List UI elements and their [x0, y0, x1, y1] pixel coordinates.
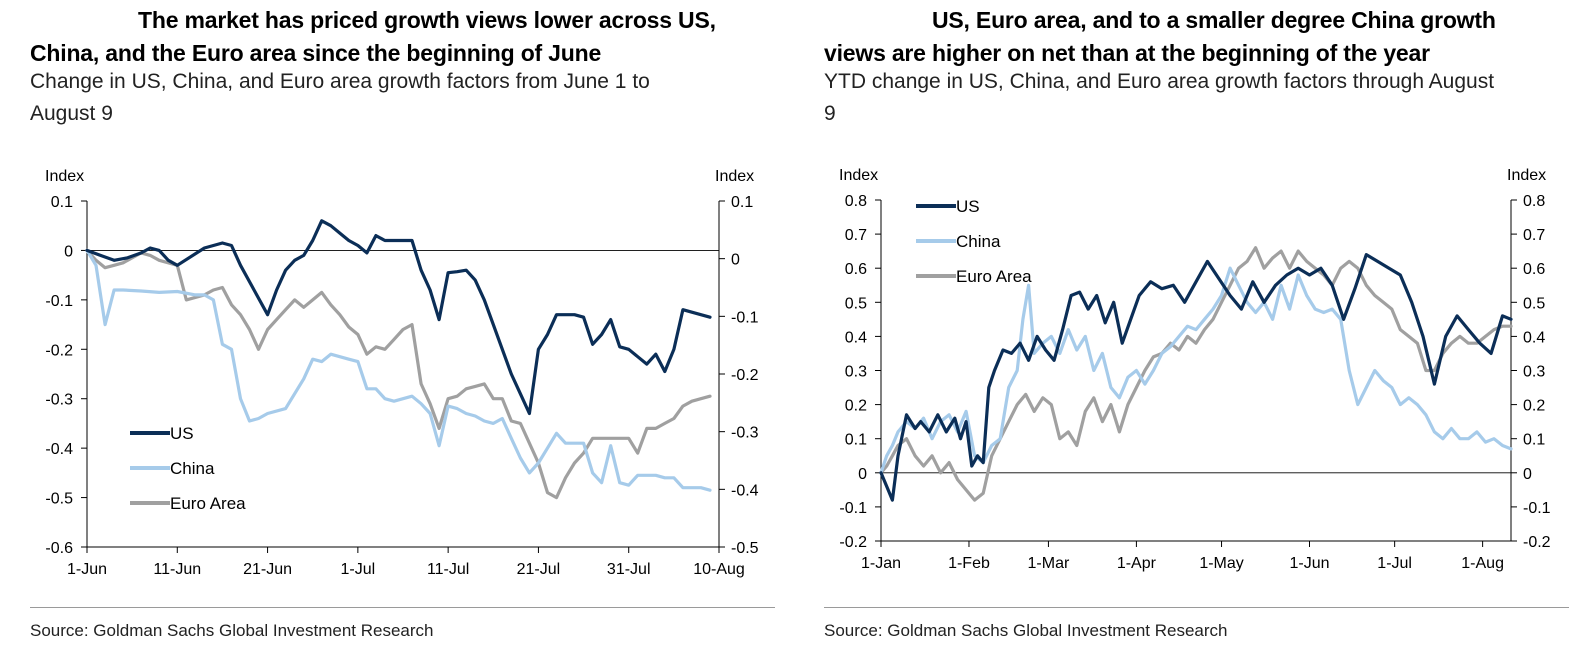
- right-divider: [824, 607, 1569, 608]
- legend-label-us: US: [170, 424, 194, 443]
- series-line-us: [85, 219, 712, 416]
- y-tick-label-right: 0.5: [1523, 295, 1545, 312]
- x-tick-label: 1-Mar: [1028, 555, 1070, 572]
- right-panel: US, Euro area, and to a smaller degree C…: [824, 0, 1584, 656]
- y-tick-label-left: -0.1: [45, 293, 73, 310]
- right-line-chart: Index Index 0.8 0.7 0.6 0.5 0.4 0.3 0.2 0.1 0 -0.1 -…: [839, 167, 1551, 572]
- y-axis-title-left: Index: [839, 167, 878, 184]
- y-tick-label-left: 0.3: [845, 364, 867, 381]
- x-tick-label: 1-Jun: [1289, 555, 1329, 572]
- series-line-euro-area: [85, 248, 712, 500]
- x-tick-label: 11-Jul: [427, 561, 469, 578]
- y-tick-label-left: 0.7: [845, 227, 867, 244]
- y-tick-label-left: -0.6: [45, 540, 73, 557]
- left-divider: [30, 607, 775, 608]
- x-tick-label: 1-Jan: [861, 555, 901, 572]
- left-panel: The market has priced growth views lower…: [30, 0, 780, 656]
- left-subtitle-line1: Change in US, China, and Euro area growt…: [30, 70, 650, 93]
- legend-label-us: US: [956, 197, 980, 216]
- x-tick-label: 1-Feb: [948, 555, 990, 572]
- y-tick-label-left: 0.2: [845, 398, 867, 415]
- y-tick-label-right: 0.1: [731, 194, 753, 211]
- y-tick-label-left: -0.2: [839, 534, 867, 551]
- right-subtitle-line1: YTD change in US, China, and Euro area g…: [824, 70, 1495, 93]
- left-chart-title: The market has priced growth views lower…: [30, 4, 780, 70]
- y-tick-label-left: 0: [858, 466, 867, 483]
- left-line-chart: Index Index 0.1 0 -0.1 -0.2 -0.3 -0.4 -0.5 -0.6 0.…: [45, 168, 759, 578]
- series-line-china: [85, 248, 712, 492]
- y-tick-label-right: 0.1: [1523, 432, 1545, 449]
- y-axis-title-right: Index: [1507, 167, 1546, 184]
- y-axis-title-left: Index: [45, 168, 84, 185]
- y-tick-label-right: 0.4: [1523, 329, 1545, 346]
- x-tick-label: 1-Jun: [67, 561, 107, 578]
- y-axis-title-right: Index: [715, 168, 754, 185]
- y-tick-label-right: -0.4: [731, 482, 759, 499]
- y-tick-label-right: 0.3: [1523, 364, 1545, 381]
- y-tick-label-left: 0.1: [51, 194, 73, 211]
- left-title-line2: China, and the Euro area since the begin…: [30, 40, 602, 66]
- legend-label-euro-area: Euro Area: [170, 494, 246, 513]
- series-line-china: [879, 266, 1513, 475]
- legend-label-china: China: [170, 459, 215, 478]
- left-chart-subtitle: Change in US, China, and Euro area growt…: [30, 66, 780, 130]
- x-tick-label: 1-Jul: [1377, 555, 1412, 572]
- y-tick-label-left: -0.4: [45, 441, 73, 458]
- y-tick-label-right: -0.1: [1523, 500, 1551, 517]
- right-subtitle-line2: 9: [824, 102, 836, 125]
- y-tick-label-right: 0.2: [1523, 398, 1545, 415]
- y-tick-label-right: 0.7: [1523, 227, 1545, 244]
- y-tick-label-left: -0.5: [45, 491, 73, 508]
- y-tick-label-left: -0.1: [839, 500, 867, 517]
- left-subtitle-line2: August 9: [30, 102, 113, 125]
- right-title-line1: US, Euro area, and to a smaller degree C…: [932, 7, 1496, 33]
- y-tick-label-left: 0.6: [845, 261, 867, 278]
- y-tick-label-right: 0: [1523, 466, 1532, 483]
- y-tick-label-left: 0: [64, 243, 73, 260]
- x-tick-label: 10-Aug: [693, 561, 745, 578]
- x-tick-label: 11-Jun: [153, 561, 201, 578]
- y-tick-label-left: 0.8: [845, 193, 867, 210]
- right-title-line2: views are higher on net than at the begi…: [824, 40, 1430, 66]
- x-tick-label: 21-Jun: [243, 561, 292, 578]
- y-tick-label-right: -0.5: [731, 540, 759, 557]
- left-source-note: Source: Goldman Sachs Global Investment …: [30, 621, 434, 640]
- x-tick-label: 1-Jul: [341, 561, 376, 578]
- legend-label-china: China: [956, 232, 1001, 251]
- y-tick-label-left: 0.4: [845, 329, 867, 346]
- x-tick-label: 1-Aug: [1461, 555, 1504, 572]
- y-tick-label-right: -0.1: [731, 309, 759, 326]
- y-tick-label-left: -0.2: [45, 342, 73, 359]
- y-tick-label-right: -0.3: [731, 425, 759, 442]
- y-tick-label-left: 0.5: [845, 295, 867, 312]
- y-tick-label-left: -0.3: [45, 392, 73, 409]
- y-tick-label-right: 0.6: [1523, 261, 1545, 278]
- y-tick-label-right: 0: [731, 252, 740, 269]
- right-chart-subtitle: YTD change in US, China, and Euro area g…: [824, 66, 1584, 130]
- series-line-us: [879, 252, 1513, 502]
- y-tick-label-right: -0.2: [1523, 534, 1551, 551]
- x-tick-label: 1-Apr: [1117, 555, 1157, 572]
- left-title-line1: The market has priced growth views lower…: [138, 7, 716, 33]
- x-tick-label: 21-Jul: [517, 561, 561, 578]
- y-tick-label-right: 0.8: [1523, 193, 1545, 210]
- y-tick-label-right: -0.2: [731, 367, 759, 384]
- legend-label-euro-area: Euro Area: [956, 267, 1032, 286]
- right-chart-title: US, Euro area, and to a smaller degree C…: [824, 4, 1584, 70]
- y-tick-label-left: 0.1: [845, 432, 867, 449]
- right-source-note: Source: Goldman Sachs Global Investment …: [824, 621, 1228, 640]
- x-tick-label: 1-May: [1199, 555, 1243, 572]
- series-line-euro-area: [879, 246, 1513, 502]
- x-tick-label: 31-Jul: [607, 561, 651, 578]
